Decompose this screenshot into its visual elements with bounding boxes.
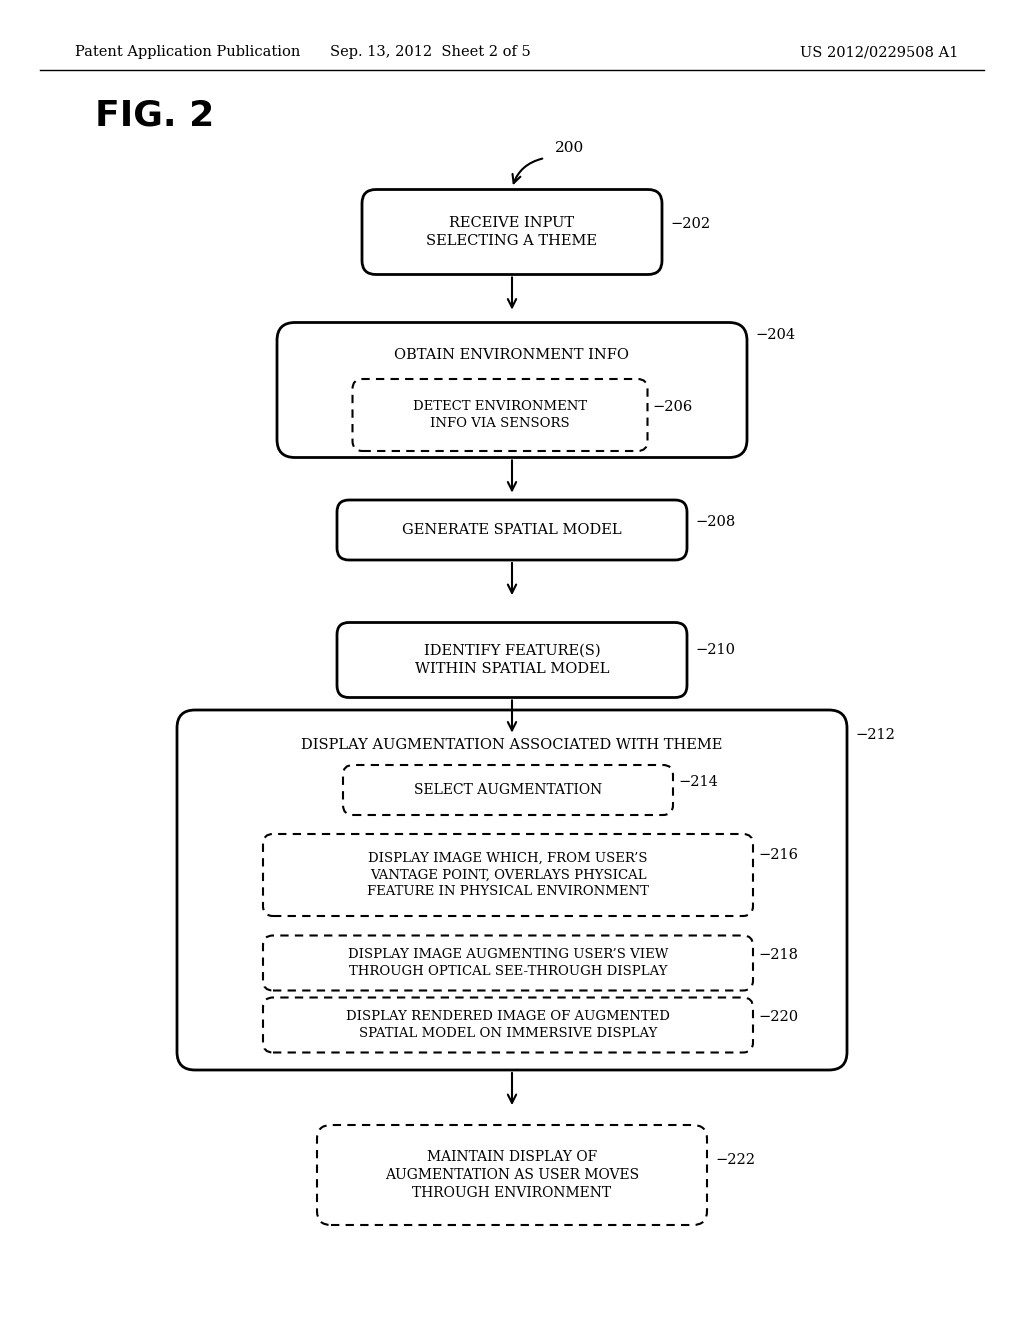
Text: −210: −210 xyxy=(695,643,735,657)
Text: DISPLAY RENDERED IMAGE OF AUGMENTED
SPATIAL MODEL ON IMMERSIVE DISPLAY: DISPLAY RENDERED IMAGE OF AUGMENTED SPAT… xyxy=(346,1010,670,1040)
Text: IDENTIFY FEATURE(S)
WITHIN SPATIAL MODEL: IDENTIFY FEATURE(S) WITHIN SPATIAL MODEL xyxy=(415,644,609,676)
FancyBboxPatch shape xyxy=(263,998,753,1052)
Text: OBTAIN ENVIRONMENT INFO: OBTAIN ENVIRONMENT INFO xyxy=(394,348,630,362)
Text: −208: −208 xyxy=(695,515,735,529)
FancyBboxPatch shape xyxy=(263,834,753,916)
Text: Patent Application Publication: Patent Application Publication xyxy=(75,45,300,59)
FancyBboxPatch shape xyxy=(337,500,687,560)
Text: US 2012/0229508 A1: US 2012/0229508 A1 xyxy=(800,45,958,59)
FancyBboxPatch shape xyxy=(317,1125,707,1225)
Text: −220: −220 xyxy=(758,1010,798,1024)
Text: −202: −202 xyxy=(670,216,710,231)
FancyBboxPatch shape xyxy=(263,936,753,990)
Text: FIG. 2: FIG. 2 xyxy=(95,98,214,132)
FancyBboxPatch shape xyxy=(337,623,687,697)
FancyBboxPatch shape xyxy=(343,766,673,814)
FancyBboxPatch shape xyxy=(278,322,746,458)
Text: MAINTAIN DISPLAY OF
AUGMENTATION AS USER MOVES
THROUGH ENVIRONMENT: MAINTAIN DISPLAY OF AUGMENTATION AS USER… xyxy=(385,1150,639,1200)
Text: −216: −216 xyxy=(758,847,798,862)
FancyBboxPatch shape xyxy=(352,379,647,451)
Text: −206: −206 xyxy=(652,400,693,414)
Text: Sep. 13, 2012  Sheet 2 of 5: Sep. 13, 2012 Sheet 2 of 5 xyxy=(330,45,530,59)
Text: −214: −214 xyxy=(678,775,718,789)
Text: DISPLAY IMAGE WHICH, FROM USER’S
VANTAGE POINT, OVERLAYS PHYSICAL
FEATURE IN PHY: DISPLAY IMAGE WHICH, FROM USER’S VANTAGE… xyxy=(367,851,649,898)
Text: −204: −204 xyxy=(755,327,795,342)
Text: −212: −212 xyxy=(855,729,895,742)
Text: GENERATE SPATIAL MODEL: GENERATE SPATIAL MODEL xyxy=(402,523,622,537)
Text: 200: 200 xyxy=(555,141,585,154)
FancyBboxPatch shape xyxy=(362,190,662,275)
Text: RECEIVE INPUT
SELECTING A THEME: RECEIVE INPUT SELECTING A THEME xyxy=(427,215,597,248)
Text: −222: −222 xyxy=(715,1152,755,1167)
Text: −218: −218 xyxy=(758,948,798,962)
Text: SELECT AUGMENTATION: SELECT AUGMENTATION xyxy=(414,783,602,797)
FancyBboxPatch shape xyxy=(177,710,847,1071)
Text: DETECT ENVIRONMENT
INFO VIA SENSORS: DETECT ENVIRONMENT INFO VIA SENSORS xyxy=(413,400,587,430)
Text: DISPLAY IMAGE AUGMENTING USER’S VIEW
THROUGH OPTICAL SEE-THROUGH DISPLAY: DISPLAY IMAGE AUGMENTING USER’S VIEW THR… xyxy=(348,948,669,978)
Text: DISPLAY AUGMENTATION ASSOCIATED WITH THEME: DISPLAY AUGMENTATION ASSOCIATED WITH THE… xyxy=(301,738,723,752)
